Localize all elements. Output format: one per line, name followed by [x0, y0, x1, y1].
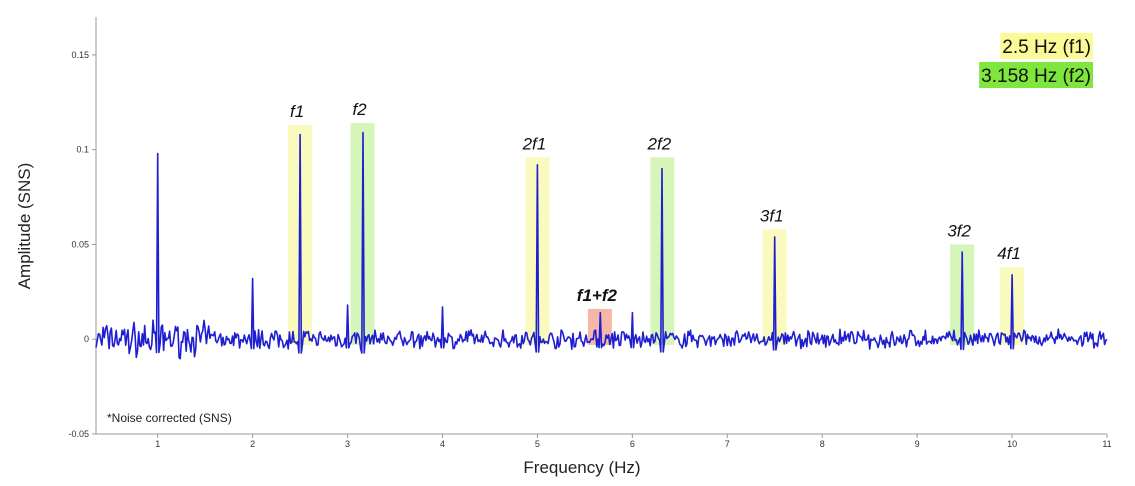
- peak-label-2f1: 2f1: [522, 134, 547, 153]
- plot-area: [96, 17, 1107, 434]
- y-ticks: -0.05 0 0.05 0.1 0.15: [68, 50, 96, 439]
- y-tick-label: 0.15: [71, 50, 89, 60]
- legend-entry: 3.158 Hz (f2): [979, 62, 1093, 88]
- x-tick-label: 9: [915, 439, 920, 449]
- x-tick-label: 8: [820, 439, 825, 449]
- legend-swatch: [979, 62, 1093, 88]
- x-tick-label: 3: [345, 439, 350, 449]
- peak-label-3f2: 3f2: [947, 221, 971, 240]
- legend-label: 3.158 Hz (f2): [981, 66, 1091, 87]
- x-tick-label: 4: [440, 439, 445, 449]
- y-tick-label: 0.1: [76, 145, 89, 155]
- peak-label-4f1: 4f1: [997, 244, 1021, 263]
- legend: 2.5 Hz (f1) 3.158 Hz (f2): [979, 33, 1093, 88]
- y-tick-label: 0.05: [71, 239, 89, 249]
- x-ticks: 1 2 3 4 5 6 7 8 9 10 11: [155, 434, 1112, 449]
- legend-label: 2.5 Hz (f1): [1002, 37, 1091, 58]
- x-tick-label: 7: [725, 439, 730, 449]
- x-tick-label: 10: [1007, 439, 1017, 449]
- spectrum-line: [95, 131, 1108, 360]
- peak-label-f2: f2: [352, 100, 367, 119]
- y-tick-label: 0: [84, 334, 89, 344]
- y-tick-label: -0.05: [68, 429, 89, 439]
- y-axis-title: Amplitude (SNS): [15, 163, 34, 290]
- x-tick-label: 2: [250, 439, 255, 449]
- peak-label-f1: f1: [290, 102, 304, 121]
- legend-entry: 2.5 Hz (f1): [1000, 33, 1093, 59]
- x-axis-title: Frequency (Hz): [523, 458, 640, 477]
- legend-swatch: [1000, 33, 1093, 59]
- x-tick-label: 5: [535, 439, 540, 449]
- x-tick-label: 11: [1102, 439, 1111, 449]
- peak-label-f1+f2: f1+f2: [577, 286, 618, 305]
- peak-label-3f1: 3f1: [760, 206, 784, 225]
- peak-labels: f1 f2 2f1 f1+f2 2f2 3f1 3f2 4f1: [290, 100, 1021, 305]
- peak-label-2f2: 2f2: [647, 134, 672, 153]
- x-tick-label: 6: [630, 439, 635, 449]
- noise-note: *Noise corrected (SNS): [107, 411, 232, 425]
- x-tick-label: 1: [155, 439, 160, 449]
